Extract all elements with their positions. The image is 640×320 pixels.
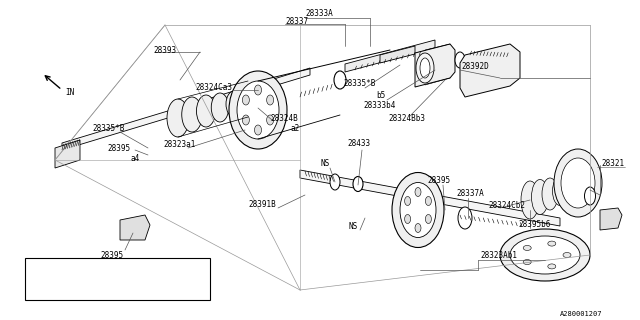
Text: 28323D (b1+b2+b3+b4+b5+b6): 28323D (b1+b2+b3+b4+b5+b6) bbox=[30, 284, 150, 293]
Ellipse shape bbox=[182, 97, 202, 132]
Ellipse shape bbox=[552, 177, 568, 205]
Text: A280001207: A280001207 bbox=[560, 311, 602, 317]
Text: 28393: 28393 bbox=[153, 45, 176, 54]
Text: 28321: 28321 bbox=[601, 158, 624, 167]
Ellipse shape bbox=[426, 196, 431, 205]
Ellipse shape bbox=[334, 71, 346, 89]
Text: 28433: 28433 bbox=[347, 139, 370, 148]
Ellipse shape bbox=[255, 125, 262, 135]
Ellipse shape bbox=[400, 182, 436, 237]
Ellipse shape bbox=[229, 71, 287, 149]
Text: 28333b4: 28333b4 bbox=[363, 100, 396, 109]
Ellipse shape bbox=[167, 99, 189, 137]
Ellipse shape bbox=[510, 236, 580, 274]
Polygon shape bbox=[345, 40, 435, 72]
Text: b5: b5 bbox=[376, 91, 385, 100]
Ellipse shape bbox=[420, 58, 430, 78]
Text: a2: a2 bbox=[290, 124, 300, 132]
Text: 28392D: 28392D bbox=[461, 61, 489, 70]
Ellipse shape bbox=[548, 264, 556, 269]
Text: 28395: 28395 bbox=[100, 251, 123, 260]
Text: 28324B: 28324B bbox=[270, 114, 298, 123]
Ellipse shape bbox=[524, 245, 531, 251]
Ellipse shape bbox=[267, 115, 274, 125]
Ellipse shape bbox=[196, 95, 216, 127]
Ellipse shape bbox=[243, 115, 250, 125]
Ellipse shape bbox=[542, 178, 558, 210]
Text: 28333A: 28333A bbox=[305, 9, 333, 18]
Polygon shape bbox=[460, 44, 520, 97]
Ellipse shape bbox=[561, 158, 595, 208]
Text: 28335*B: 28335*B bbox=[343, 78, 376, 87]
Ellipse shape bbox=[392, 172, 444, 247]
Ellipse shape bbox=[353, 177, 363, 191]
Ellipse shape bbox=[563, 252, 571, 258]
Ellipse shape bbox=[71, 143, 79, 157]
Text: 28323a1: 28323a1 bbox=[163, 140, 195, 148]
Ellipse shape bbox=[426, 214, 431, 223]
Ellipse shape bbox=[584, 187, 595, 205]
Ellipse shape bbox=[243, 95, 250, 105]
Text: a4: a4 bbox=[130, 154, 140, 163]
Text: NS: NS bbox=[348, 221, 357, 230]
Polygon shape bbox=[300, 170, 560, 226]
Ellipse shape bbox=[531, 180, 548, 214]
Text: 28324Bb3: 28324Bb3 bbox=[388, 114, 425, 123]
Ellipse shape bbox=[455, 52, 465, 68]
Polygon shape bbox=[55, 140, 80, 168]
Text: 28337: 28337 bbox=[285, 17, 308, 26]
Text: 28395b6: 28395b6 bbox=[518, 220, 550, 228]
FancyBboxPatch shape bbox=[25, 258, 210, 300]
Ellipse shape bbox=[330, 174, 340, 190]
Ellipse shape bbox=[267, 95, 274, 105]
Text: 28395: 28395 bbox=[427, 175, 450, 185]
Ellipse shape bbox=[404, 196, 411, 205]
Ellipse shape bbox=[237, 81, 279, 139]
Polygon shape bbox=[120, 215, 150, 240]
Ellipse shape bbox=[211, 93, 228, 122]
Ellipse shape bbox=[404, 214, 411, 223]
Text: NS: NS bbox=[320, 158, 329, 167]
Text: 28337A: 28337A bbox=[456, 188, 484, 197]
Polygon shape bbox=[380, 46, 415, 63]
Ellipse shape bbox=[521, 181, 539, 219]
Ellipse shape bbox=[500, 229, 590, 281]
Ellipse shape bbox=[548, 241, 556, 246]
Text: 28335*B: 28335*B bbox=[92, 124, 124, 132]
Text: 28323Ab1: 28323Ab1 bbox=[480, 251, 517, 260]
Ellipse shape bbox=[255, 85, 262, 95]
Ellipse shape bbox=[554, 149, 602, 217]
Ellipse shape bbox=[241, 89, 255, 112]
Text: 28324Ca3: 28324Ca3 bbox=[195, 83, 232, 92]
Text: 28391B: 28391B bbox=[248, 199, 276, 209]
Polygon shape bbox=[415, 44, 455, 87]
Ellipse shape bbox=[524, 260, 531, 265]
Ellipse shape bbox=[563, 175, 577, 201]
Text: 28395: 28395 bbox=[107, 143, 130, 153]
Ellipse shape bbox=[415, 188, 421, 196]
Polygon shape bbox=[600, 208, 622, 230]
Ellipse shape bbox=[226, 91, 242, 117]
Ellipse shape bbox=[458, 207, 472, 229]
Text: IN: IN bbox=[65, 87, 74, 97]
Text: 28324Cb2: 28324Cb2 bbox=[488, 201, 525, 210]
Text: 28323C (a1+a2+a3+a4): 28323C (a1+a2+a3+a4) bbox=[30, 265, 122, 274]
Polygon shape bbox=[62, 68, 310, 150]
Ellipse shape bbox=[415, 223, 421, 233]
Ellipse shape bbox=[416, 53, 434, 83]
